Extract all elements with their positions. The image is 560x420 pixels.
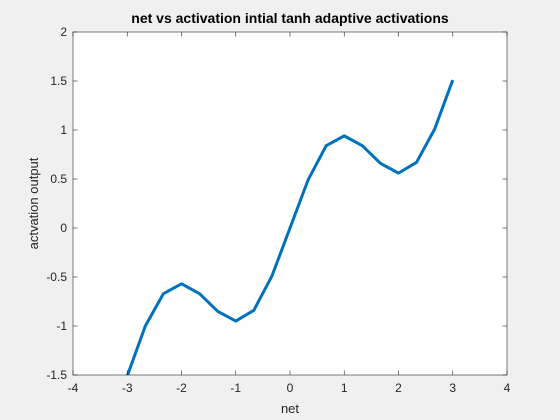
x-tick-label: -1 <box>230 381 241 395</box>
ticks-layer: -4 -3 -2 -1 0 1 2 3 4 -1.5 -1 -0.5 0 0.5 1 1.5 2 <box>46 25 510 395</box>
x-tick-label: -4 <box>68 381 79 395</box>
x-tick-label: 2 <box>395 381 402 395</box>
series-layer <box>126 79 455 375</box>
x-tick-label: 3 <box>449 381 456 395</box>
y-tick-label: -1.5 <box>46 368 67 382</box>
y-tick-label: 0.5 <box>50 172 67 186</box>
series-line <box>126 79 455 375</box>
x-tick-label: 1 <box>341 381 348 395</box>
chart-title: net vs activation intial tanh adaptive a… <box>131 10 449 26</box>
y-tick-label: -0.5 <box>46 270 67 284</box>
y-axis-label: actvation output <box>26 157 41 249</box>
x-tick-label: -3 <box>122 381 133 395</box>
y-tick-label: 1.5 <box>50 74 67 88</box>
x-axis-label: net <box>281 401 299 416</box>
y-tick-label: 0 <box>60 221 67 235</box>
x-tick-label: 0 <box>287 381 294 395</box>
y-tick-label: -1 <box>56 319 67 333</box>
x-tick-label: -2 <box>176 381 187 395</box>
y-tick-label: 2 <box>60 25 67 39</box>
y-tick-label: 1 <box>60 123 67 137</box>
plot-area <box>73 32 507 375</box>
x-tick-label: 4 <box>504 381 511 395</box>
